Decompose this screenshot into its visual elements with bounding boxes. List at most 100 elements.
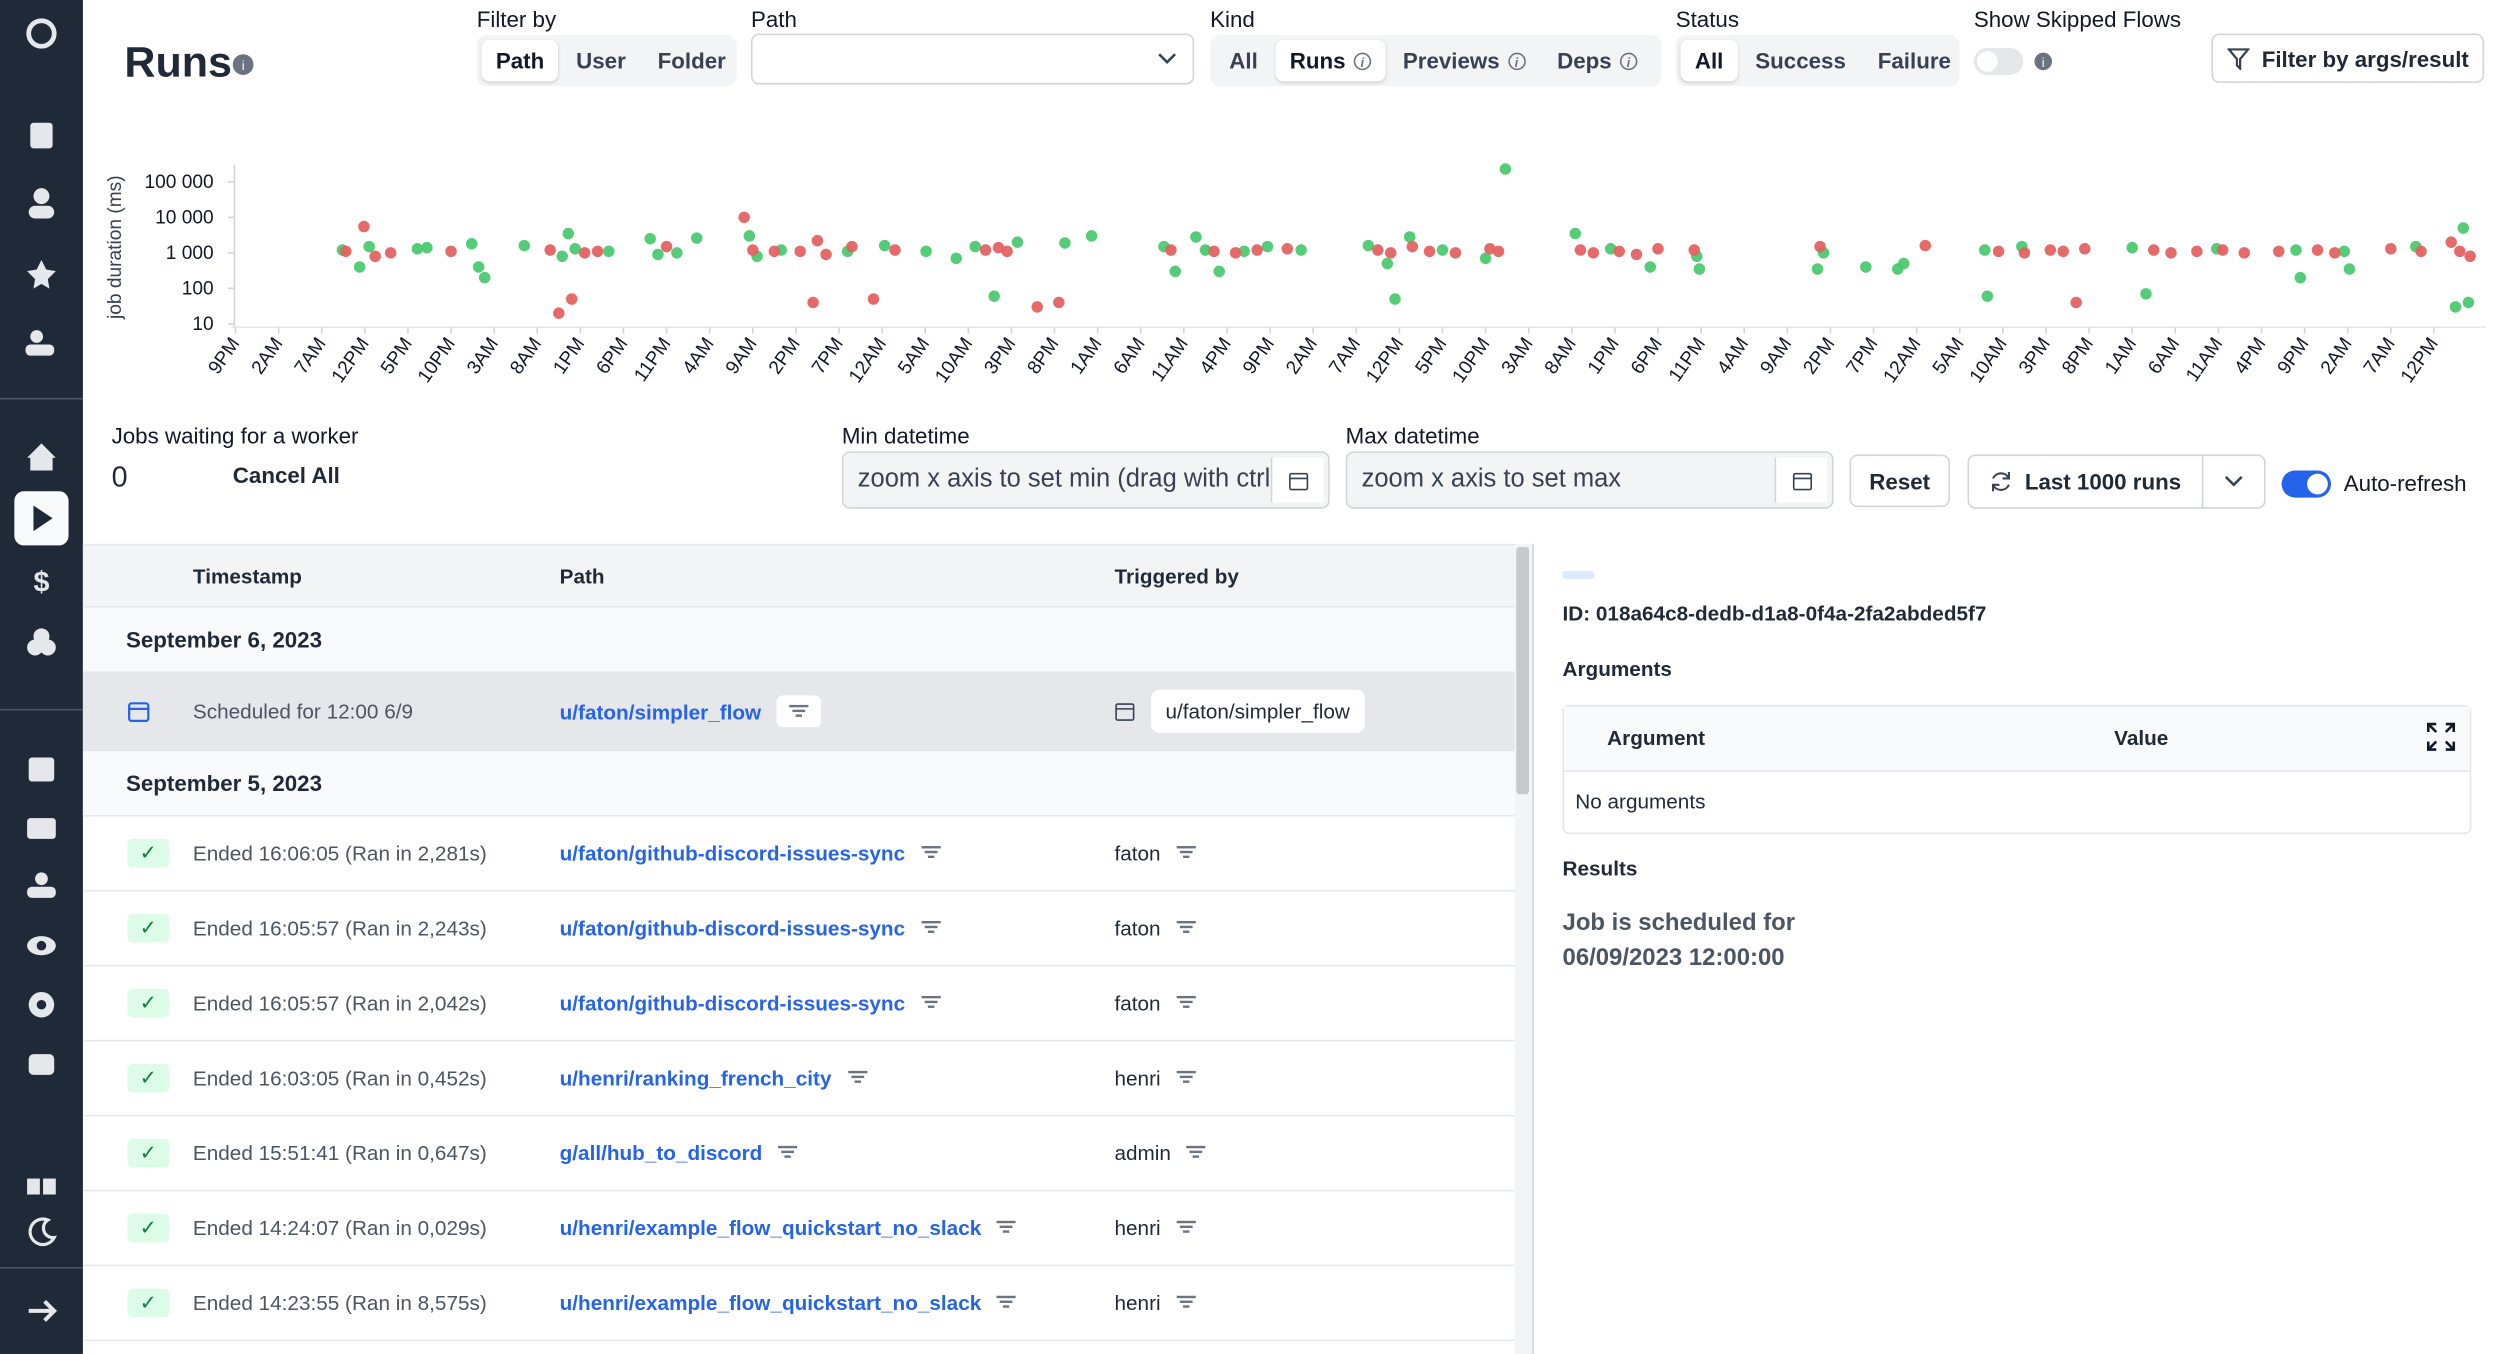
filter-icon[interactable] bbox=[847, 1070, 867, 1084]
point bbox=[950, 252, 962, 265]
nav-icon[interactable] bbox=[33, 188, 50, 205]
nav-icon[interactable] bbox=[28, 1054, 55, 1075]
path-link[interactable]: u/faton/github-discord-issues-sync bbox=[559, 840, 906, 865]
path-link[interactable]: u/faton/github-discord-issues-sync bbox=[559, 990, 906, 1015]
point bbox=[2338, 245, 2351, 258]
last-runs-button[interactable]: Last 1000 runs bbox=[1967, 454, 2204, 509]
filter-icon[interactable] bbox=[1176, 1295, 1196, 1309]
run-row[interactable]: ✓ Ended 16:05:57 (Ran in 2,243s) u/faton/g… bbox=[82, 890, 1515, 967]
info-icon[interactable]: i bbox=[2034, 52, 2052, 71]
segment[interactable]: Deps i bbox=[1543, 40, 1652, 81]
point bbox=[2126, 241, 2138, 254]
segment[interactable]: All bbox=[1680, 39, 1738, 82]
nav-icon[interactable] bbox=[28, 1217, 58, 1247]
auto-refresh-toggle[interactable] bbox=[2281, 470, 2332, 498]
segment-text: Runs bbox=[1289, 47, 1346, 74]
run-row[interactable]: ✓ Ended 16:03:05 (Ran in 0,452s) u/henri/r… bbox=[82, 1040, 1515, 1117]
filter-args-button[interactable]: Filter by args/result bbox=[2211, 33, 2485, 83]
filter-icon[interactable] bbox=[921, 846, 941, 859]
segment[interactable]: Runs i bbox=[1275, 39, 1386, 82]
run-row[interactable]: ✓ Ended 14:23:55 (Ran in 8,575s) u/henri/e… bbox=[82, 1265, 1515, 1342]
filter-icon[interactable] bbox=[921, 995, 941, 1009]
cancel-all[interactable]: Cancel All bbox=[232, 462, 340, 489]
point bbox=[1479, 252, 1492, 265]
filter-icon[interactable] bbox=[1176, 1220, 1196, 1234]
filter-icon[interactable] bbox=[997, 1295, 1017, 1309]
calendar-button[interactable] bbox=[1774, 457, 1828, 503]
segment[interactable]: Success bbox=[1755, 47, 1846, 74]
path-link[interactable]: u/faton/simpler_flow bbox=[559, 699, 762, 724]
filter-icon[interactable] bbox=[1176, 1070, 1196, 1084]
filter-icon[interactable] bbox=[1176, 846, 1196, 859]
nav-icon[interactable] bbox=[33, 628, 50, 645]
point bbox=[369, 250, 381, 263]
y-tick-label: 10 bbox=[192, 314, 213, 335]
calendar-icon bbox=[128, 702, 150, 722]
reset-button[interactable]: Reset bbox=[1849, 454, 1950, 508]
path-link[interactable]: u/henri/ranking_french_city bbox=[559, 1065, 832, 1090]
nav-icon[interactable] bbox=[25, 344, 55, 356]
nav-icon[interactable] bbox=[27, 886, 56, 898]
toggle[interactable] bbox=[1973, 47, 2024, 75]
filter-icon bbox=[789, 704, 810, 718]
segment[interactable]: Folder bbox=[657, 47, 726, 74]
nav-icon[interactable] bbox=[28, 757, 55, 782]
nav-icon[interactable] bbox=[27, 818, 56, 839]
nav-icon[interactable] bbox=[43, 1178, 56, 1195]
scroll-thumb[interactable] bbox=[1516, 547, 1530, 795]
logo[interactable] bbox=[26, 18, 57, 49]
segment[interactable]: Failure bbox=[1877, 47, 1951, 74]
nav-icon[interactable]: $ bbox=[33, 567, 49, 599]
min-input[interactable]: zoom x axis to set min (drag with ctrl) bbox=[841, 451, 1330, 509]
nav-icon[interactable] bbox=[27, 1178, 40, 1195]
point bbox=[807, 296, 819, 309]
filter-icon[interactable] bbox=[1176, 995, 1196, 1009]
point bbox=[363, 240, 375, 253]
segment[interactable]: All bbox=[1229, 47, 1258, 74]
segment[interactable]: User bbox=[576, 47, 626, 74]
nav-icon[interactable] bbox=[28, 205, 55, 219]
filter-icon[interactable] bbox=[1176, 920, 1196, 934]
segment[interactable]: Path bbox=[481, 39, 559, 82]
date-label: September 6, 2023 bbox=[125, 626, 323, 653]
point bbox=[1001, 245, 1013, 258]
nav-icon[interactable] bbox=[30, 122, 53, 149]
path-link[interactable]: u/henri/example_flow_quickstart_no_slack bbox=[559, 1215, 982, 1240]
collapse-icon[interactable] bbox=[28, 1299, 58, 1322]
run-row[interactable]: ✓ Ended 15:51:41 (Ran in 0,647s) g/all/hub… bbox=[82, 1115, 1515, 1192]
info-icon[interactable]: i bbox=[232, 54, 254, 75]
run-row[interactable]: Scheduled for 12:00 6/9 u/faton/simpler_f… bbox=[82, 671, 1515, 753]
x-tick-label: 4PM bbox=[2231, 334, 2271, 378]
queue-label: Jobs waiting for a worker bbox=[111, 422, 359, 449]
run-row[interactable]: ✓ Ended 16:06:05 (Ran in 2,281s) u/faton/g… bbox=[82, 815, 1515, 892]
filter-icon[interactable] bbox=[921, 920, 941, 934]
filter-button[interactable] bbox=[777, 695, 822, 728]
point bbox=[992, 241, 1005, 254]
point bbox=[2329, 247, 2341, 259]
filter-icon[interactable] bbox=[778, 1145, 798, 1159]
segment[interactable]: Previews i bbox=[1389, 40, 1540, 81]
nav-icon[interactable] bbox=[27, 443, 56, 471]
path-link[interactable]: u/henri/example_flow_quickstart_no_slack bbox=[559, 1290, 982, 1315]
point bbox=[2140, 288, 2152, 300]
run-row[interactable]: ✓ Ended 16:05:57 (Ran in 2,042s) u/faton/g… bbox=[82, 965, 1515, 1042]
path-link[interactable]: u/faton/github-discord-issues-sync bbox=[559, 915, 906, 940]
runs-dropdown[interactable] bbox=[2201, 454, 2266, 509]
expand-icon[interactable] bbox=[2426, 722, 2456, 751]
y-tick-label: 100 000 bbox=[145, 172, 214, 193]
result-text: Job is scheduled for 06/09/2023 12:00:00 bbox=[1562, 909, 1796, 972]
path-link[interactable]: g/all/hub_to_discord bbox=[559, 1140, 763, 1165]
filter-icon[interactable] bbox=[997, 1220, 1017, 1234]
point bbox=[1165, 244, 1177, 256]
min-label: Min datetime bbox=[841, 422, 970, 449]
nav-icon[interactable] bbox=[30, 330, 44, 343]
calendar-button[interactable] bbox=[1270, 457, 1324, 503]
run-row[interactable]: ✓ Ended 14:24:07 (Ran in 0,029s) u/henri/e… bbox=[82, 1190, 1515, 1267]
nav-icon[interactable] bbox=[27, 259, 56, 289]
trigger-text: faton bbox=[1114, 840, 1161, 865]
path-select[interactable] bbox=[750, 33, 1195, 85]
filter-icon[interactable] bbox=[1186, 1145, 1207, 1159]
nav-icon bbox=[36, 999, 47, 1010]
nav-icon[interactable] bbox=[35, 872, 48, 886]
max-input[interactable]: zoom x axis to set max bbox=[1345, 451, 1834, 509]
